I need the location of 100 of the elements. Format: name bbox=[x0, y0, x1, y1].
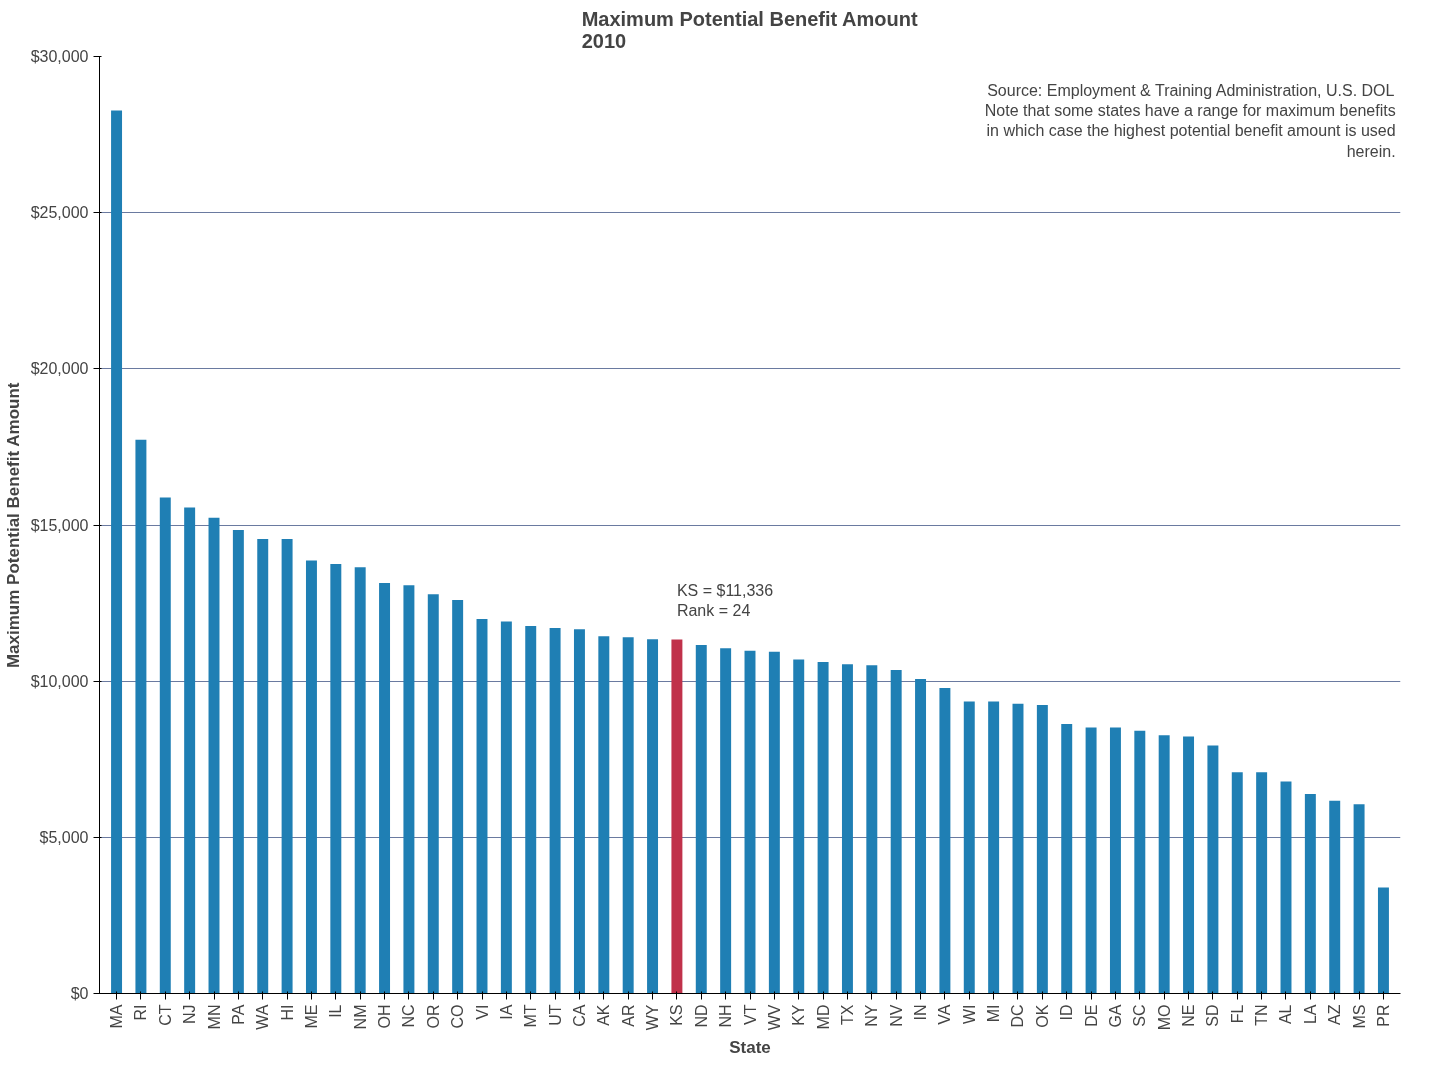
bar bbox=[744, 650, 756, 994]
x-tick-label: SD bbox=[1204, 1004, 1222, 1027]
x-tick-label: MA bbox=[108, 1004, 126, 1029]
bar bbox=[841, 664, 853, 994]
x-tick-label: WY bbox=[644, 1004, 662, 1031]
x-tick-label: MI bbox=[985, 1004, 1003, 1023]
y-tick-label: $10,000 bbox=[30, 672, 89, 690]
bar bbox=[1036, 704, 1048, 994]
bar bbox=[1085, 727, 1097, 994]
x-tick-label: HI bbox=[278, 1004, 296, 1021]
x-tick-label: OH bbox=[376, 1004, 394, 1029]
chart-title: Maximum Potential Benefit Amount 2010 bbox=[581, 7, 918, 52]
bar bbox=[768, 651, 780, 994]
x-tick-label: CT bbox=[156, 1004, 174, 1026]
bar bbox=[1061, 723, 1073, 994]
y-tick-label: $0 bbox=[70, 985, 89, 1002]
bar bbox=[476, 619, 488, 994]
x-tick-label: TX bbox=[838, 1004, 856, 1025]
x-tick-label: IA bbox=[497, 1004, 515, 1020]
bar bbox=[330, 564, 342, 994]
x-tick-label: WI bbox=[960, 1004, 978, 1025]
x-tick-label: ID bbox=[1058, 1004, 1076, 1021]
bar bbox=[866, 665, 878, 994]
x-tick-label: MN bbox=[205, 1004, 223, 1030]
bar bbox=[1231, 772, 1243, 994]
y-tick-label: $30,000 bbox=[30, 48, 89, 65]
bar bbox=[1280, 781, 1292, 994]
bar bbox=[817, 662, 829, 994]
x-tick-label: WV bbox=[765, 1004, 783, 1031]
bar bbox=[598, 636, 610, 994]
x-tick-label: ND bbox=[692, 1004, 710, 1028]
x-tick-label: SC bbox=[1131, 1004, 1149, 1027]
bar bbox=[549, 628, 561, 994]
x-tick-label: DC bbox=[1009, 1004, 1027, 1028]
x-tick-label: KS bbox=[668, 1004, 686, 1026]
x-tick-label: NC bbox=[400, 1004, 418, 1028]
bar bbox=[1329, 800, 1341, 994]
bar bbox=[111, 110, 123, 994]
bar bbox=[1353, 804, 1365, 994]
y-tick-label: $5,000 bbox=[39, 828, 89, 846]
x-tick-label: VA bbox=[936, 1004, 954, 1025]
y-tick-label: $25,000 bbox=[30, 204, 89, 222]
bar bbox=[525, 625, 537, 994]
bar bbox=[1304, 793, 1316, 994]
bar bbox=[622, 637, 634, 994]
bar bbox=[890, 669, 902, 994]
bar bbox=[452, 599, 464, 994]
bar bbox=[988, 701, 1000, 994]
x-tick-label: LA bbox=[1301, 1004, 1319, 1025]
x-tick-label: PR bbox=[1374, 1004, 1392, 1027]
x-tick-label: NH bbox=[717, 1004, 735, 1028]
bar bbox=[1158, 735, 1170, 994]
bar bbox=[647, 639, 659, 994]
bar bbox=[500, 621, 512, 994]
bar bbox=[720, 648, 732, 994]
x-tick-label: CO bbox=[449, 1004, 467, 1029]
bar bbox=[1207, 745, 1219, 994]
bar bbox=[427, 594, 439, 994]
bar bbox=[135, 439, 147, 994]
bar bbox=[403, 585, 415, 994]
annotation: Source: Employment & Training Administration, U.S. DOL Note that some states have a range for maximum benefits in which case the highest potential benefit amount is used herein. bbox=[984, 81, 1396, 160]
bar bbox=[793, 659, 805, 994]
bar bbox=[573, 629, 585, 994]
x-tick-label: WA bbox=[254, 1004, 272, 1030]
x-tick-label: NY bbox=[863, 1004, 881, 1027]
x-tick-label: ME bbox=[302, 1004, 320, 1029]
bar bbox=[257, 539, 269, 994]
x-tick-label: FL bbox=[1228, 1004, 1246, 1024]
annotation: KS = $11,336 Rank = 24 bbox=[676, 582, 774, 620]
bar bbox=[939, 688, 951, 994]
bar bbox=[184, 507, 196, 994]
x-tick-label: MO bbox=[1155, 1004, 1173, 1031]
x-tick-label: OR bbox=[424, 1004, 442, 1029]
x-tick-label: VT bbox=[741, 1004, 759, 1025]
y-tick-label: $20,000 bbox=[30, 360, 89, 378]
bar bbox=[208, 517, 220, 994]
x-tick-label: MD bbox=[814, 1004, 832, 1030]
x-tick-label: OK bbox=[1033, 1004, 1051, 1028]
x-tick-label: MT bbox=[522, 1004, 540, 1028]
x-tick-label: VI bbox=[473, 1004, 491, 1020]
bar bbox=[305, 560, 317, 994]
y-tick-label: $15,000 bbox=[30, 516, 89, 534]
bar bbox=[1377, 887, 1389, 994]
bar bbox=[671, 639, 683, 994]
x-tick-label: NE bbox=[1180, 1004, 1198, 1027]
x-axis-title: State bbox=[729, 1038, 771, 1058]
x-tick-label: RI bbox=[132, 1004, 150, 1021]
bar bbox=[379, 583, 391, 994]
bar bbox=[1256, 772, 1268, 994]
x-tick-label: NM bbox=[351, 1004, 369, 1030]
bar bbox=[281, 539, 293, 994]
x-tick-label: GA bbox=[1106, 1004, 1124, 1028]
x-tick-label: TN bbox=[1253, 1004, 1271, 1026]
bar bbox=[1012, 703, 1024, 994]
x-tick-label: KY bbox=[790, 1004, 808, 1026]
bar bbox=[1183, 736, 1195, 994]
bar bbox=[354, 567, 366, 994]
y-axis-title: Maximum Potential Benefit Amount bbox=[3, 382, 23, 669]
x-tick-label: DE bbox=[1082, 1004, 1100, 1027]
bar bbox=[1109, 727, 1121, 994]
